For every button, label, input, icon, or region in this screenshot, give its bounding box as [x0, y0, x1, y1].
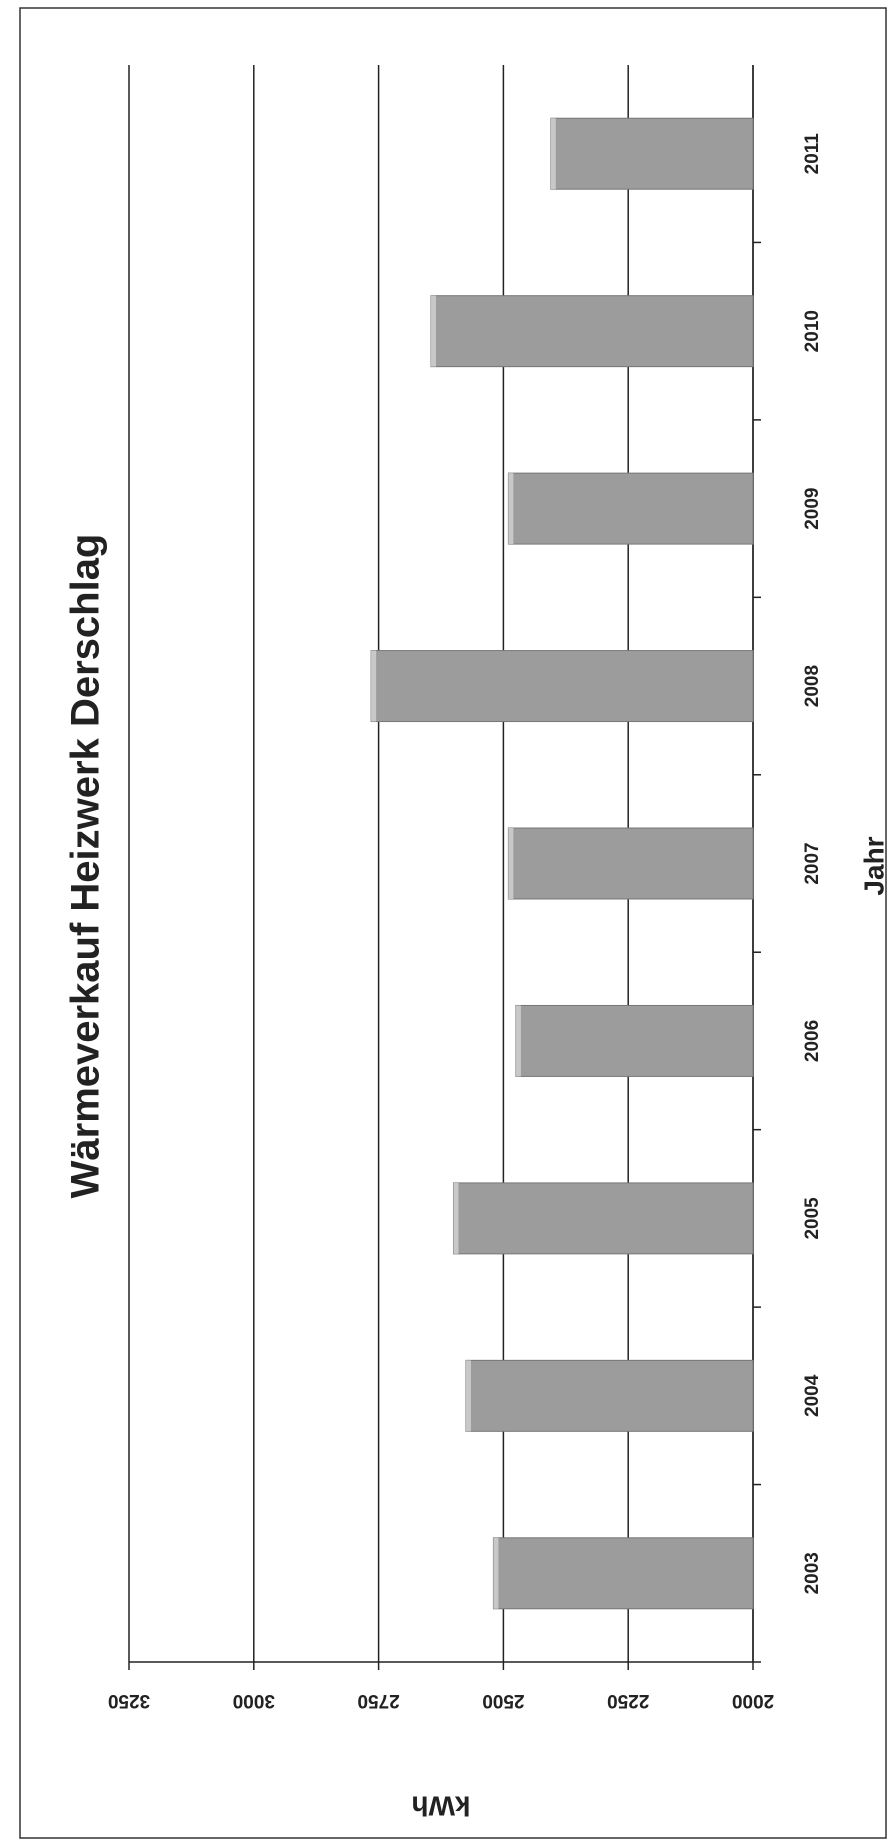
x-tick-label: 2003	[802, 1552, 823, 1594]
bar	[492, 1537, 754, 1610]
bar-top	[550, 118, 556, 190]
bar	[452, 1182, 754, 1255]
x-axis-label: Jahr	[858, 836, 889, 895]
x-tick-label: 2008	[802, 665, 823, 707]
chart-title: Wärmeverkauf Heizwerk Derschlag	[64, 534, 108, 1199]
bar-top	[508, 828, 514, 899]
bar-top	[515, 1005, 521, 1077]
bar-top	[431, 295, 437, 367]
x-tick-label: 2005	[802, 1197, 823, 1240]
bar	[507, 827, 754, 900]
bar	[465, 1359, 754, 1432]
x-tick-label: 2006	[802, 1020, 823, 1062]
bar	[507, 472, 754, 545]
rotated-chart: Wärmeverkauf Heizwerk Derschlag Jahr kWh…	[64, 65, 889, 1822]
x-tick-label: 2009	[802, 487, 823, 529]
bar-top	[508, 473, 514, 545]
y-tick-label: 2250	[607, 1690, 649, 1711]
bar	[550, 117, 754, 190]
bar-top	[465, 1360, 471, 1432]
frame	[19, 7, 887, 1839]
y-tick-label: 2000	[732, 1690, 774, 1711]
y-tick-label: 3000	[233, 1690, 275, 1711]
x-tick-label: 2010	[802, 310, 823, 352]
y-tick-label: 2500	[482, 1690, 524, 1711]
y-tick-label: 3250	[108, 1690, 150, 1711]
bar	[515, 1004, 754, 1077]
bar	[430, 295, 754, 368]
bar-top	[453, 1182, 459, 1254]
x-tick-label: 2007	[802, 842, 823, 884]
x-tick-label: 2011	[802, 133, 823, 175]
y-tick-label: 2750	[357, 1690, 399, 1711]
x-tick-label: 2004	[802, 1374, 823, 1417]
bar-top	[371, 650, 377, 722]
bar-top	[493, 1537, 499, 1609]
y-axis-label: kWh	[411, 1791, 470, 1822]
bar	[370, 650, 754, 723]
